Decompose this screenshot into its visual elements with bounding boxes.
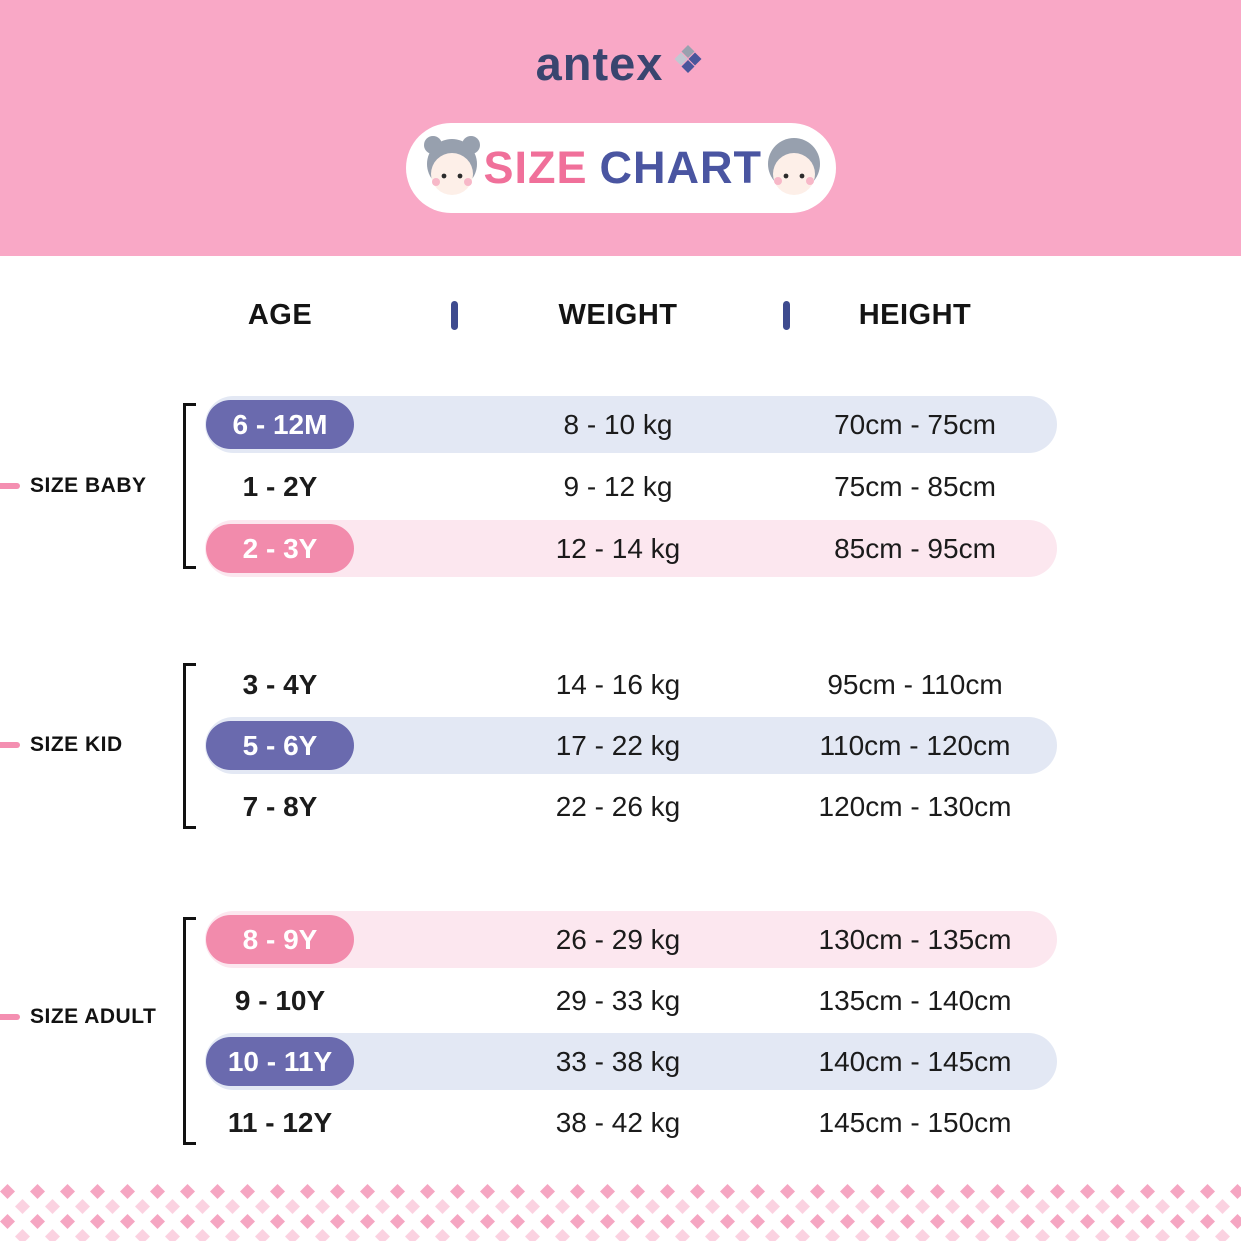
group-bracket xyxy=(183,917,197,1145)
weight-cell: 33 - 38 kg xyxy=(555,1045,681,1077)
weight-cell: 22 - 26 kg xyxy=(555,790,681,822)
table-row: 2 - 3Y 12 - 14 kg 85cm - 95cm xyxy=(205,520,1057,577)
age-cell: 5 - 6Y xyxy=(205,717,355,774)
baby-girl-face-icon xyxy=(420,134,484,203)
column-header-age: AGE xyxy=(247,299,313,331)
table-row: 8 - 9Y 26 - 29 kg 130cm - 135cm xyxy=(205,911,1057,968)
diamond-cluster-icon xyxy=(671,41,705,86)
brand-logo: antex xyxy=(0,36,1241,91)
table-row: 5 - 6Y 17 - 22 kg 110cm - 120cm xyxy=(205,717,1057,774)
height-cell: 120cm - 130cm xyxy=(818,790,1012,822)
weight-cell: 29 - 33 kg xyxy=(555,984,681,1016)
age-cell: 2 - 3Y xyxy=(205,520,355,577)
title-word-chart: CHART xyxy=(599,142,763,193)
diamond-pattern-border xyxy=(0,1184,1241,1241)
group-dash xyxy=(0,1014,20,1020)
age-cell: 7 - 8Y xyxy=(242,790,318,822)
weight-cell: 38 - 42 kg xyxy=(555,1106,681,1138)
column-separator xyxy=(783,301,790,330)
column-separator xyxy=(451,301,458,330)
height-cell: 95cm - 110cm xyxy=(827,668,1003,700)
table-row: 1 - 2Y 9 - 12 kg 75cm - 85cm xyxy=(205,458,1057,515)
height-cell: 145cm - 150cm xyxy=(818,1106,1012,1138)
weight-cell: 12 - 14 kg xyxy=(555,532,681,564)
age-cell: 10 - 11Y xyxy=(205,1033,355,1090)
baby-face-icon xyxy=(762,134,826,203)
height-cell: 85cm - 95cm xyxy=(834,532,996,564)
group-bracket xyxy=(183,663,197,829)
table-row: 6 - 12M 8 - 10 kg 70cm - 75cm xyxy=(205,396,1057,453)
page-title: SIZE CHART xyxy=(484,142,763,194)
age-pill: 5 - 6Y xyxy=(206,721,354,770)
table-row: 7 - 8Y 22 - 26 kg 120cm - 130cm xyxy=(205,778,1057,835)
table-row: 10 - 11Y 33 - 38 kg 140cm - 145cm xyxy=(205,1033,1057,1090)
height-cell: 135cm - 140cm xyxy=(818,984,1012,1016)
group-dash xyxy=(0,483,20,489)
weight-cell: 17 - 22 kg xyxy=(555,729,681,761)
title-word-size: SIZE xyxy=(483,142,588,193)
height-cell: 110cm - 120cm xyxy=(819,729,1011,761)
height-cell: 75cm - 85cm xyxy=(834,470,996,502)
age-cell: 6 - 12M xyxy=(205,396,355,453)
group-bracket xyxy=(183,403,197,569)
age-cell: 8 - 9Y xyxy=(205,911,355,968)
weight-cell: 26 - 29 kg xyxy=(555,923,681,955)
weight-cell: 8 - 10 kg xyxy=(563,408,673,440)
age-pill: 10 - 11Y xyxy=(206,1037,354,1086)
age-cell: 1 - 2Y xyxy=(242,470,318,502)
group-label-baby: SIZE BABY xyxy=(30,474,147,497)
height-cell: 70cm - 75cm xyxy=(834,408,996,440)
age-pill: 8 - 9Y xyxy=(206,915,354,964)
column-header-height: HEIGHT xyxy=(858,299,972,331)
height-cell: 130cm - 135cm xyxy=(818,923,1012,955)
age-cell: 11 - 12Y xyxy=(227,1106,333,1138)
age-cell: 9 - 10Y xyxy=(234,984,326,1016)
height-cell: 140cm - 145cm xyxy=(818,1045,1012,1077)
group-dash xyxy=(0,742,20,748)
weight-cell: 9 - 12 kg xyxy=(563,470,673,502)
group-label-kid: SIZE KID xyxy=(30,733,123,756)
table-row: 9 - 10Y 29 - 33 kg 135cm - 140cm xyxy=(205,972,1057,1029)
weight-cell: 14 - 16 kg xyxy=(555,668,681,700)
group-label-adult: SIZE ADULT xyxy=(30,1005,157,1028)
column-header-weight: WEIGHT xyxy=(558,299,678,331)
age-cell: 3 - 4Y xyxy=(242,668,318,700)
header-banner: antex xyxy=(0,0,1241,256)
age-pill: 6 - 12M xyxy=(206,400,354,449)
table-row: 3 - 4Y 14 - 16 kg 95cm - 110cm xyxy=(205,656,1057,713)
table-row: 11 - 12Y 38 - 42 kg 145cm - 150cm xyxy=(205,1094,1057,1151)
title-pill: SIZE CHART xyxy=(405,123,836,213)
age-pill: 2 - 3Y xyxy=(206,524,354,573)
brand-name: antex xyxy=(535,37,664,90)
